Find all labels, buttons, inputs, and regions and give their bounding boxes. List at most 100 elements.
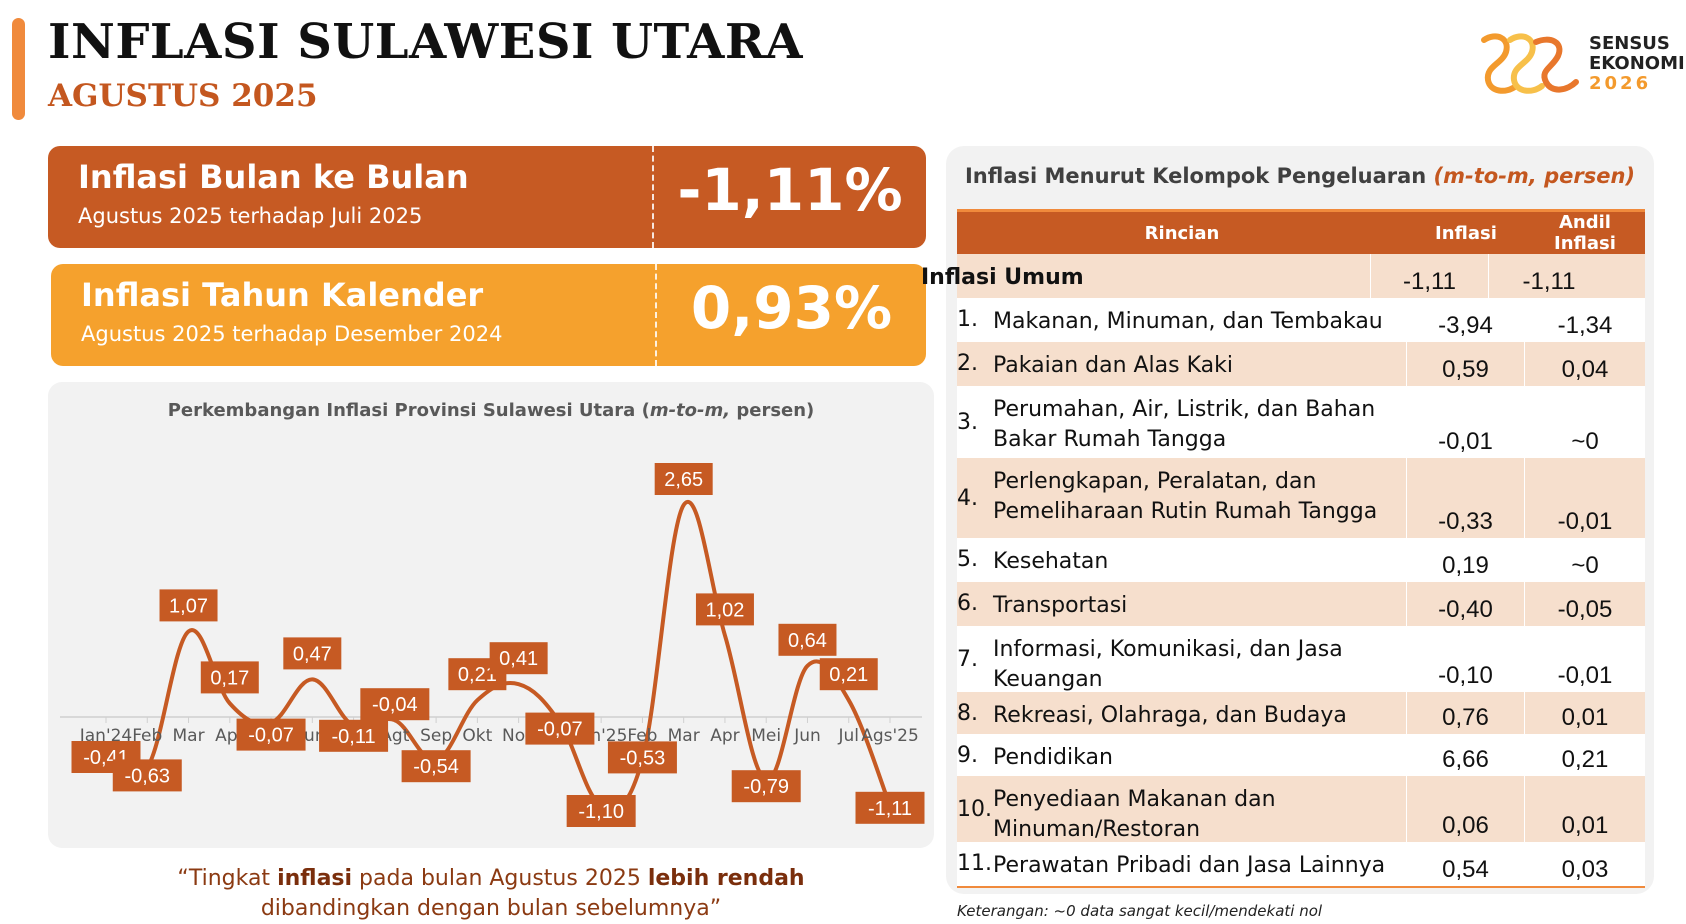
data-label-box (654, 463, 713, 495)
row-label: Penyediaan Makanan dan Minuman/Restoran (993, 776, 1407, 842)
data-label: 1,02 (695, 593, 754, 626)
data-label: 0,47 (283, 637, 342, 670)
page-subtitle: AGUSTUS 2025 (48, 78, 318, 114)
ytd-card-subtitle: Agustus 2025 terhadap Desember 2024 (81, 322, 503, 346)
data-label-text: 2,65 (664, 469, 703, 491)
data-label-box (695, 593, 754, 626)
table-row: 11. Perawatan Pribadi dan Jasa Lainnya 0,5… (957, 842, 1645, 886)
row-inflasi: 6,66 (1407, 734, 1525, 776)
table-note: Keterangan: ~0 data sangat kecil/mendeka… (957, 902, 1323, 920)
row-inflasi: -1,11 (1371, 254, 1489, 298)
data-label-box (566, 795, 636, 827)
row-inflasi: 0,59 (1407, 342, 1525, 386)
row-number: 2. (957, 351, 978, 376)
data-label-text: 0,41 (499, 648, 538, 670)
data-label: 1,07 (159, 589, 218, 622)
row-number: 9. (957, 743, 978, 768)
data-label: 2,65 (654, 463, 713, 495)
data-label-text: -0,07 (248, 725, 294, 747)
data-label-text: -1,10 (578, 801, 624, 823)
row-andil: -0,01 (1557, 508, 1613, 535)
table-row: 4. Perlengkapan, Peralatan, dan Pemelihar… (957, 458, 1645, 538)
card-divider (655, 264, 657, 366)
data-label-text: 0,17 (210, 667, 249, 689)
row-inflasi: 0,19 (1407, 538, 1525, 582)
data-label-text: 0,47 (293, 643, 332, 665)
table-title: Inflasi Menurut Kelompok Pengeluaran (m-… (964, 164, 1636, 188)
row-number: 8. (957, 701, 978, 726)
row-label: Rekreasi, Olahraga, dan Budaya (993, 692, 1407, 734)
data-label: -0,54 (401, 750, 471, 783)
data-label: -0,79 (731, 770, 801, 803)
data-label: 0,17 (200, 661, 259, 694)
data-label-text: -0,63 (124, 765, 170, 787)
data-label-text: 0,21 (458, 664, 497, 686)
table-header: Rincian Inflasi Andil Inflasi (957, 209, 1645, 254)
data-label-box (159, 589, 218, 622)
mtom-inflation-card: Inflasi Bulan ke Bulan Agustus 2025 terh… (48, 146, 926, 248)
row-label: Inflasi Umum (921, 254, 1371, 298)
x-tick-label: Apr (710, 726, 739, 746)
data-label-box (360, 688, 430, 721)
x-tick-label: Jul (837, 726, 859, 746)
page-title: INFLASI SULAWESI UTARA (48, 14, 803, 70)
data-label-box (855, 791, 925, 824)
data-label: 0,64 (778, 623, 837, 656)
row-number: 7. (957, 646, 978, 672)
logo-text: SENSUS EKONOMI 2026 (1589, 34, 1685, 94)
x-tick-label: Jun (793, 726, 821, 746)
header-rincian: Rincian (1144, 222, 1220, 244)
row-label: Perumahan, Air, Listrik, dan Bahan Bakar… (993, 386, 1407, 458)
table-body: Inflasi Umum -1,11 -1,11 1. Makanan, Minuman… (921, 254, 1645, 886)
inflation-line-chart: Jan'24FebMarAprMeiJunJulAgtSepOktNovDesJ… (60, 463, 925, 827)
data-label-text: 0,64 (788, 630, 827, 652)
data-label-text: -1,11 (868, 798, 912, 820)
row-inflasi: 0,06 (1407, 776, 1525, 842)
table-row: 1. Makanan, Minuman, dan Tembakau -3,94 -1,… (957, 298, 1645, 342)
data-label-box (778, 623, 837, 656)
row-andil: 0,01 (1561, 704, 1609, 731)
inflation-chart-panel: Perkembangan Inflasi Provinsi Sulawesi U… (48, 382, 934, 848)
row-number: 10. (957, 796, 992, 822)
data-label: -1,10 (566, 795, 636, 827)
row-andil: -0,05 (1557, 596, 1613, 623)
row-andil: 0,01 (1561, 812, 1609, 839)
row-number: 11. (957, 851, 992, 876)
mtom-card-title: Inflasi Bulan ke Bulan (78, 158, 469, 196)
data-label-text: 0,21 (829, 664, 868, 686)
table-row: 10. Penyediaan Makanan dan Minuman/Restor… (957, 776, 1645, 842)
data-label-text: 1,07 (169, 595, 208, 617)
logo-line1: SENSUS (1589, 33, 1670, 54)
data-label: -0,53 (607, 741, 677, 774)
data-label: 0,21 (819, 658, 878, 691)
row-inflasi: -0,01 (1407, 386, 1525, 458)
row-andil: ~0 (1571, 552, 1599, 579)
row-label: Pendidikan (993, 734, 1407, 776)
row-andil: -1,34 (1557, 312, 1613, 339)
row-andil: -1,11 (1522, 268, 1576, 295)
table-bottom-rule (957, 886, 1645, 888)
data-label-text: 1,02 (705, 599, 744, 621)
table-row: 8. Rekreasi, Olahraga, dan Budaya 0,76 0,01 (957, 692, 1645, 734)
chart-title: Perkembangan Inflasi Provinsi Sulawesi U… (167, 400, 815, 421)
data-label: 0,41 (489, 642, 548, 675)
data-label-box (401, 750, 471, 783)
table-row: 6. Transportasi -0,40 -0,05 (957, 582, 1645, 626)
data-label-box (112, 759, 182, 792)
data-label-box (607, 741, 677, 774)
row-andil: 0,03 (1561, 856, 1609, 883)
header-andil: Andil Inflasi (1554, 212, 1616, 254)
mtom-card-value: -1,11% (677, 156, 903, 224)
x-tick-label: Mei (751, 726, 781, 746)
data-label-box (319, 719, 389, 752)
expenditure-table: Rincian Inflasi Andil Inflasi Inflasi Um… (921, 209, 1645, 888)
row-label: Pakaian dan Alas Kaki (993, 342, 1407, 386)
x-tick-label: Ags'25 (861, 726, 919, 746)
data-label-text: -0,79 (743, 776, 789, 798)
row-label: Transportasi (993, 582, 1407, 626)
ytd-inflation-card: Inflasi Tahun Kalender Agustus 2025 terh… (51, 264, 926, 366)
table-row: 7. Informasi, Komunikasi, dan Jasa Keuang… (957, 626, 1645, 692)
data-label-box (731, 770, 801, 803)
data-label-box (489, 642, 548, 675)
data-label: -0,11 (319, 719, 389, 752)
